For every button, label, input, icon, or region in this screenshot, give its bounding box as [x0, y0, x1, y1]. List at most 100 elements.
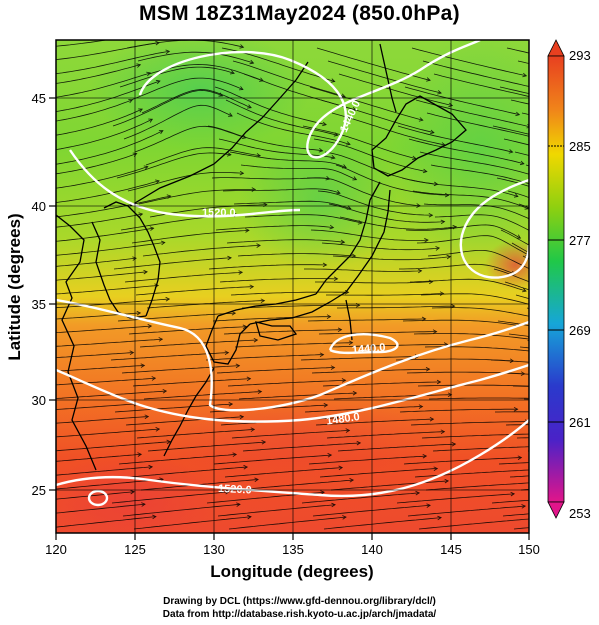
streamline-arrowhead: [224, 350, 230, 356]
streamline: [421, 433, 529, 439]
streamline: [402, 319, 521, 327]
streamline: [207, 125, 323, 152]
streamline-arrowhead: [137, 452, 143, 457]
streamline: [122, 503, 241, 517]
streamline: [119, 66, 235, 88]
streamline-arrowhead: [144, 414, 150, 419]
streamline: [312, 504, 431, 517]
streamline-arrowhead: [417, 268, 423, 274]
streamline: [117, 312, 236, 322]
streamline-arrowhead: [251, 187, 257, 192]
streamline: [56, 516, 156, 528]
streamline: [56, 42, 160, 61]
streamline-arrowhead: [155, 40, 160, 46]
streamline: [337, 305, 455, 309]
streamline-arrowhead: [146, 71, 151, 77]
streamline-arrowhead: [534, 217, 538, 220]
y-tick-label: 40: [32, 199, 46, 214]
streamline: [413, 333, 529, 340]
streamline: [326, 293, 444, 296]
streamline-arrowhead: [535, 385, 539, 389]
streamline-arrowhead: [318, 147, 324, 153]
streamline-arrowhead: [432, 329, 438, 334]
streamline-arrowhead: [426, 77, 431, 82]
streamline: [208, 264, 327, 270]
credit-drawing: Drawing by DCL (https://www.gfd-dennou.o…: [163, 596, 436, 607]
y-tick-label: 30: [32, 393, 46, 408]
streamline: [56, 130, 164, 165]
streamline: [235, 479, 354, 491]
streamline-arrowhead: [129, 350, 135, 356]
streamline: [205, 354, 324, 361]
streamline: [56, 153, 137, 175]
x-axis-title: Longitude (degrees): [210, 562, 373, 581]
streamline: [56, 108, 143, 136]
streamline-arrowhead: [532, 474, 536, 478]
streamline-arrowhead: [162, 388, 168, 394]
streamline-arrowhead: [132, 256, 137, 261]
streamline-arrowhead: [130, 489, 135, 495]
streamline-arrowhead: [531, 173, 535, 177]
streamline-arrowhead: [446, 254, 452, 260]
streamline: [307, 318, 426, 322]
streamline-arrowhead: [345, 428, 351, 433]
streamline-arrowhead: [440, 429, 446, 435]
streamline-arrowhead: [236, 502, 241, 507]
streamline: [225, 99, 338, 136]
streamline-arrowhead: [437, 90, 442, 95]
streamline-arrowhead: [330, 365, 336, 370]
streamline: [508, 333, 529, 337]
streamline-arrowhead: [516, 234, 522, 239]
streamline: [137, 51, 254, 64]
streamline: [516, 437, 529, 439]
streamline: [407, 505, 526, 517]
colorbar-label: 277: [569, 233, 591, 248]
streamline-arrowhead: [451, 442, 457, 447]
streamline: [497, 320, 529, 327]
streamline: [321, 242, 440, 251]
streamline: [403, 457, 522, 465]
contour-1520-closed: [87, 489, 109, 507]
streamline: [244, 214, 362, 224]
streamline-arrowhead: [530, 113, 534, 117]
streamline-arrowhead: [508, 149, 514, 154]
streamline: [143, 391, 262, 400]
height-contours: [56, 40, 529, 507]
streamline: [335, 164, 449, 196]
streamline-arrowhead: [152, 514, 157, 520]
streamline: [56, 403, 138, 410]
streamline: [300, 356, 419, 361]
y-tick-label: 25: [32, 483, 46, 498]
streamline: [145, 147, 261, 166]
streamline: [110, 352, 229, 361]
colorbar-label: 293: [569, 48, 591, 63]
streamline-arrowhead: [352, 176, 358, 181]
streamline-arrowhead: [330, 78, 336, 83]
streamline-arrowhead: [330, 155, 336, 160]
streamline: [125, 416, 244, 426]
streamline: [332, 255, 451, 261]
streamline-arrowhead: [532, 384, 536, 388]
streamline: [215, 225, 334, 231]
coastline-izu: [345, 299, 353, 341]
streamline: [56, 40, 110, 47]
streamline-arrowhead: [138, 212, 144, 217]
streamline: [514, 151, 529, 156]
streamline-arrowhead: [253, 337, 259, 343]
streamline-arrowhead: [534, 410, 538, 414]
streamline: [111, 491, 230, 504]
streamline: [56, 478, 164, 490]
coastline-hokkaido: [371, 95, 467, 177]
streamline: [127, 172, 244, 192]
streamline-arrowhead: [534, 445, 538, 449]
streamline: [511, 242, 529, 254]
streamline-arrowhead: [228, 112, 233, 117]
streamline-arrowhead: [532, 96, 536, 100]
streamline-arrowhead: [447, 392, 453, 398]
streamline: [427, 250, 529, 269]
streamline: [528, 74, 529, 75]
streamline-arrowhead: [340, 239, 346, 245]
streamline: [56, 441, 171, 452]
streamline-arrowhead: [136, 310, 142, 316]
